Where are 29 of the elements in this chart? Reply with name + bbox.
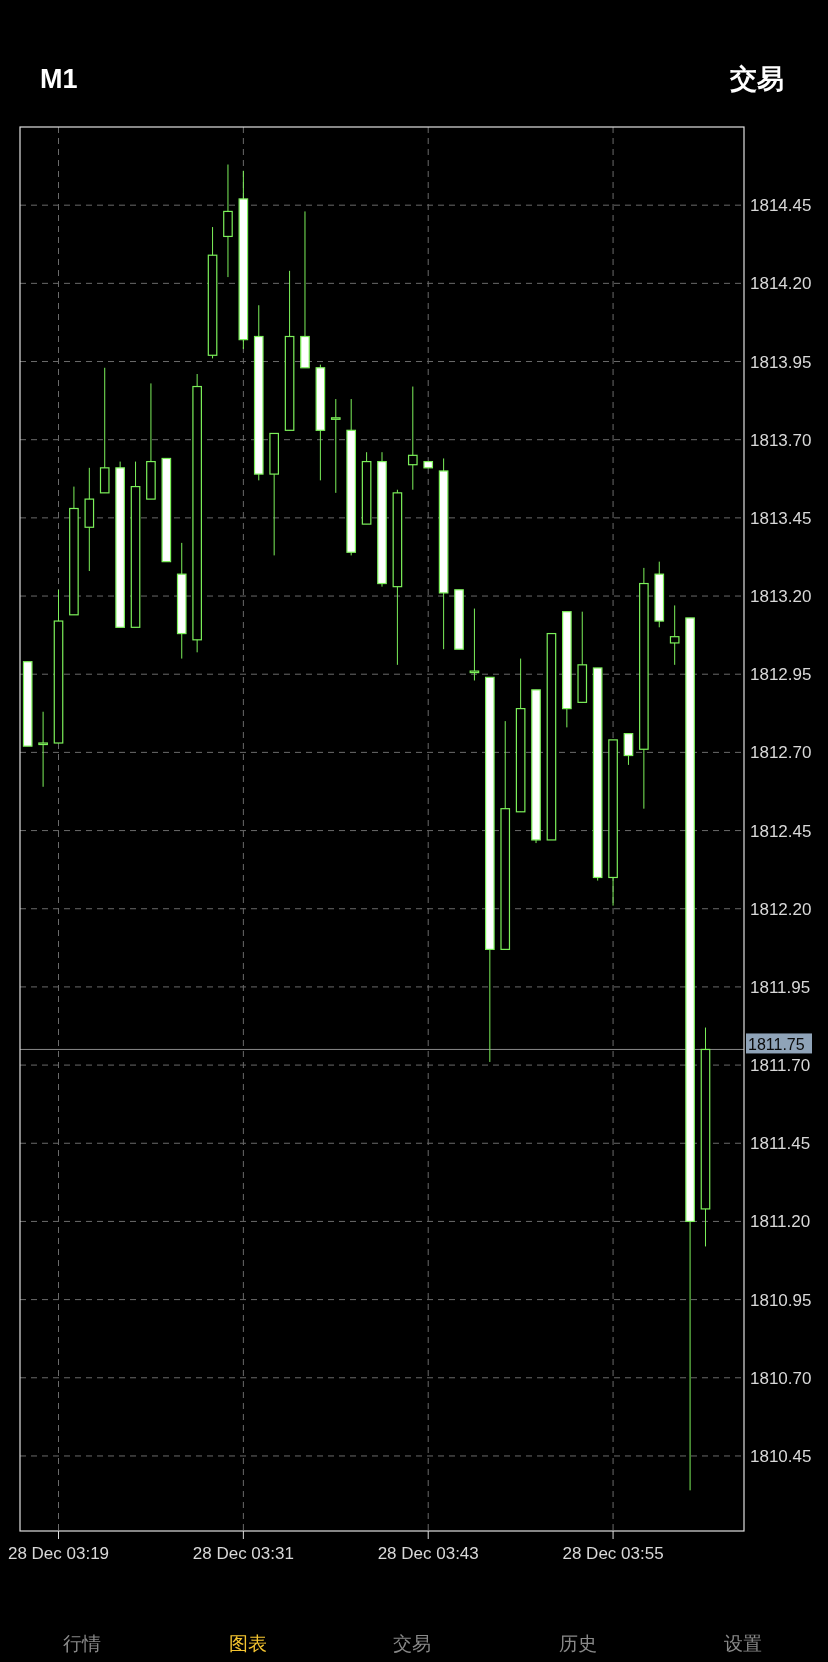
x-tick-label: 28 Dec 03:31 xyxy=(192,1544,294,1563)
x-tick-label: 28 Dec 03:43 xyxy=(377,1544,479,1563)
chart-title: M1 xyxy=(40,64,78,94)
y-tick-label: 1811.45 xyxy=(750,1134,811,1154)
text: 图表 xyxy=(229,1633,267,1654)
y-tick-label: 1811.95 xyxy=(750,977,811,997)
y-tick-label: 1812.20 xyxy=(750,899,812,919)
y-tick-label: 1813.45 xyxy=(750,508,812,528)
x-tick-label: 28 Dec 03:55 xyxy=(562,1544,664,1563)
y-tick-label: 1814.20 xyxy=(750,274,812,294)
ref-line-label: 1811.75 xyxy=(748,1036,805,1054)
text: 交易 xyxy=(729,64,784,94)
y-tick-label: 1813.95 xyxy=(750,352,812,372)
text: 历史 xyxy=(559,1633,597,1654)
text: 设置 xyxy=(724,1633,762,1654)
y-tick-label: 1814.45 xyxy=(750,196,812,216)
y-tick-label: 1810.95 xyxy=(750,1290,812,1310)
y-tick-label: 1812.45 xyxy=(750,821,812,841)
y-tick-label: 1811.70 xyxy=(750,1056,811,1076)
y-tick-label: 1811.20 xyxy=(750,1212,811,1232)
y-tick-label: 1812.70 xyxy=(750,743,812,763)
y-tick-label: 1813.70 xyxy=(750,430,812,450)
y-tick-label: 1810.45 xyxy=(750,1446,812,1466)
y-tick-label: 1812.95 xyxy=(750,665,812,685)
x-tick-label: 28 Dec 03:19 xyxy=(7,1544,110,1563)
text: 行情 xyxy=(63,1633,101,1654)
y-tick-label: 1813.20 xyxy=(750,587,812,607)
y-tick-label: 1810.70 xyxy=(750,1368,812,1388)
text: 交易 xyxy=(393,1633,431,1654)
